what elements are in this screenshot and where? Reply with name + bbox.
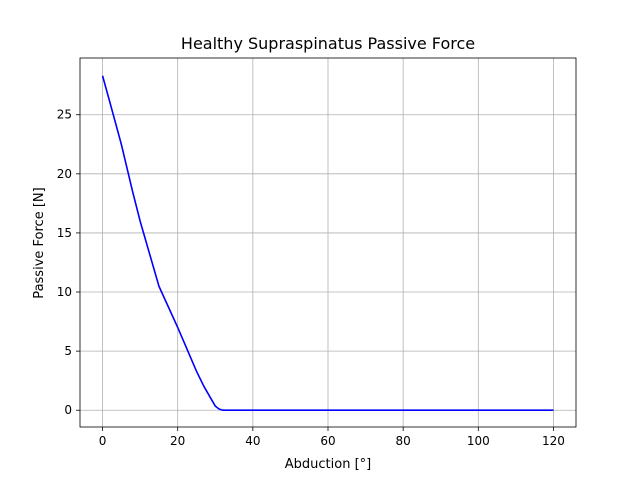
chart-title: Healthy Supraspinatus Passive Force: [181, 34, 475, 53]
grid-lines: [80, 58, 576, 427]
x-axis-ticks: 0 20 40 60 80 100 120: [99, 427, 565, 448]
x-tick-label: 120: [542, 434, 565, 448]
y-tick-label: 10: [57, 285, 72, 299]
y-tick-label: 5: [64, 344, 72, 358]
y-axis-label: Passive Force [N]: [32, 187, 47, 298]
y-tick-label: 25: [57, 108, 72, 122]
x-tick-label: 0: [99, 434, 107, 448]
x-tick-label: 100: [467, 434, 490, 448]
series-line: [101, 75, 554, 412]
x-axis-label: Abduction [°]: [285, 457, 371, 472]
y-tick-label: 15: [57, 226, 72, 240]
series-layer: [101, 75, 554, 412]
x-tick-label: 80: [396, 434, 411, 448]
x-tick-label: 60: [320, 434, 335, 448]
y-axis-ticks: 0 5 10 15 20 25: [57, 108, 80, 417]
y-tick-label: 20: [57, 167, 72, 181]
x-tick-label: 20: [170, 434, 185, 448]
x-tick-label: 40: [245, 434, 260, 448]
y-tick-label: 0: [64, 403, 72, 417]
